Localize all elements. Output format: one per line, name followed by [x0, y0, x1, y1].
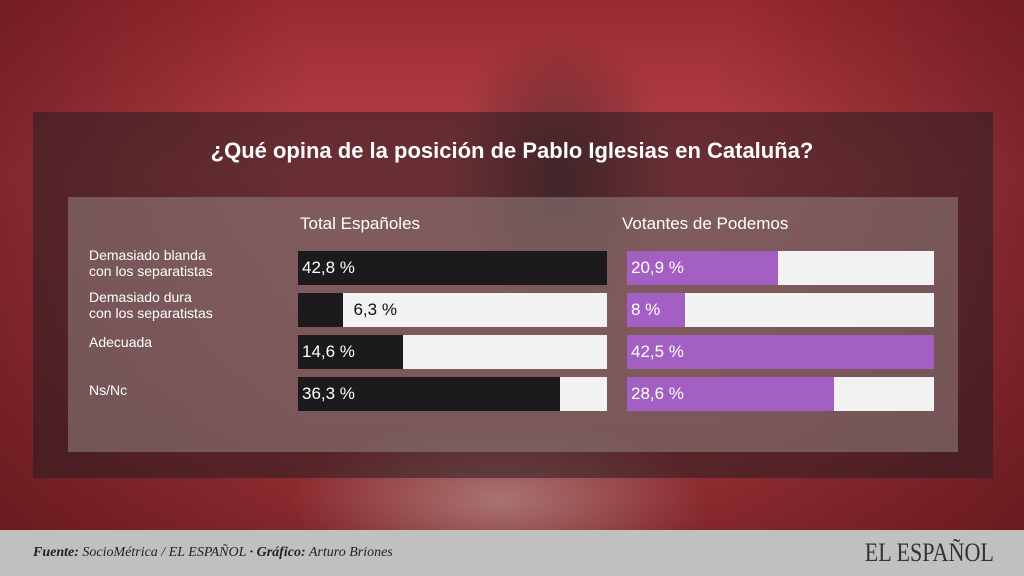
bar-track: 28,6 % [627, 377, 934, 411]
bar-track: 8 % [627, 293, 934, 327]
category-label: Demasiado blanda con los separatistas [89, 247, 213, 279]
data-label: 28,6 % [631, 384, 684, 403]
bar [298, 251, 607, 285]
category-label-line: con los separatistas [89, 263, 213, 279]
data-label: 20,9 % [631, 258, 684, 277]
bar [627, 377, 834, 411]
data-label: 6,3 % [353, 300, 397, 319]
category-label-line: Demasiado blanda [89, 247, 206, 263]
bar-track: 42,5 % [627, 335, 934, 369]
data-label: 42,5 % [631, 342, 684, 361]
bar-track: 14,6 % [298, 335, 607, 369]
category-label: Demasiado dura con los separatistas [89, 289, 213, 321]
source-label: Fuente: [33, 545, 79, 560]
category-label-line: Ns/Nc [89, 382, 128, 398]
category-label: Adecuada [89, 334, 152, 350]
category-label: Ns/Nc [89, 382, 127, 398]
category-label-line: Adecuada [89, 334, 153, 350]
series-header-podemos: Votantes de Podemos [622, 214, 789, 233]
bar-track: 42,8 % [298, 251, 607, 285]
graphic-label: · Gráfico: [249, 545, 306, 560]
bar [627, 335, 934, 369]
footer: Fuente: SocioMétrica / EL ESPAÑOL · Gráf… [0, 530, 1024, 576]
bar [298, 377, 561, 411]
bar-track: 6,3 % [298, 293, 607, 327]
chart-title: ¿Qué opina de la posición de Pablo Igles… [210, 138, 814, 163]
data-label: 8 % [631, 300, 661, 319]
data-label: 14,6 % [302, 342, 355, 361]
bar-track: 20,9 % [627, 251, 934, 285]
source: SocioMétrica / EL ESPAÑOL [78, 545, 250, 560]
data-label: 42,8 % [302, 258, 355, 277]
graphic-author: Arturo Briones [305, 545, 393, 560]
bar [627, 251, 778, 285]
category-label-line: Demasiado dura [89, 289, 192, 305]
series-header-total: Total Españoles [300, 214, 421, 233]
bar-track: 36,3 % [298, 377, 607, 411]
bar [298, 293, 344, 327]
category-label-line: con los separatistas [89, 305, 213, 321]
bar [298, 335, 404, 369]
bar [627, 293, 685, 327]
credits: Fuente: SocioMétrica / EL ESPAÑOL · Gráf… [33, 545, 393, 561]
data-label: 36,3 % [302, 384, 355, 403]
el-espanol-logo: EL ESPAÑOL [864, 538, 994, 567]
